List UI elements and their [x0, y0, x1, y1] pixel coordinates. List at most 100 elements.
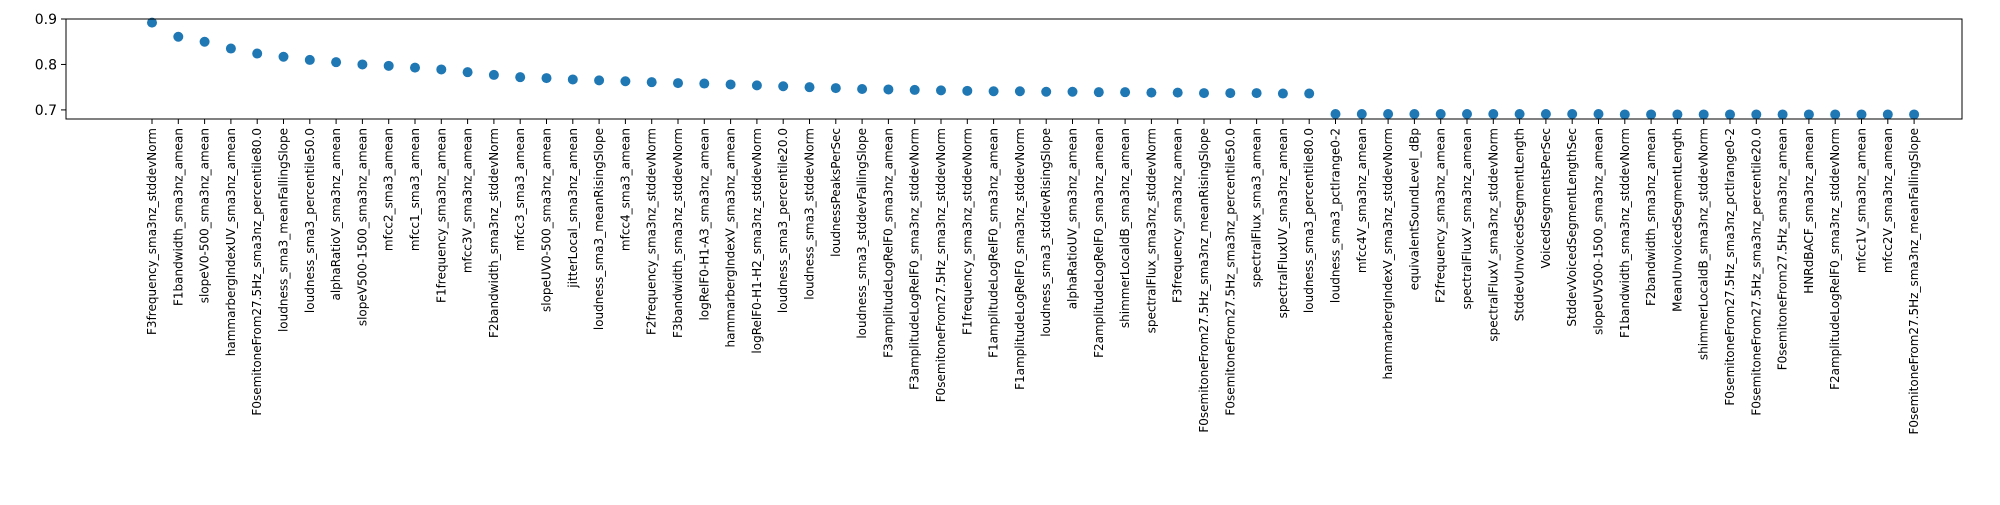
- data-point: [1619, 109, 1630, 120]
- data-point: [173, 31, 184, 42]
- data-point: [1488, 109, 1499, 119]
- data-point: [909, 84, 920, 95]
- data-point: [252, 48, 263, 59]
- y-tick-label: 0.7: [35, 103, 57, 119]
- data-point: [1120, 87, 1131, 98]
- data-point: [699, 78, 710, 89]
- data-point: [1882, 109, 1893, 120]
- data-point: [1409, 109, 1420, 119]
- data-point: [1830, 109, 1841, 120]
- data-point: [1777, 109, 1788, 120]
- data-point: [1514, 109, 1525, 119]
- x-tick-label: alphaRatioUV_sma3nz_amean: [1066, 128, 1080, 309]
- x-tick-label: F1frequency_sma3nz_stddevNorm: [960, 128, 974, 335]
- x-tick-label: mfcc3V_sma3nz_amean: [461, 128, 475, 273]
- x-tick-label: mfcc2V_sma3nz_amean: [1881, 128, 1895, 273]
- data-point: [1567, 109, 1578, 119]
- data-points: [147, 17, 1920, 120]
- x-tick-label: F0semitoneFrom27.5Hz_sma3nz_percentile20…: [1749, 128, 1763, 416]
- x-tick-label: shimmerLocaldB_sma3nz_amean: [1118, 128, 1132, 328]
- x-tick-label: F3amplitudeLogRelF0_sma3nz_amean: [881, 128, 895, 358]
- x-tick-label: StddevVoicedSegmentLengthSec: [1565, 128, 1579, 327]
- x-tick-label: loudness_sma3_percentile50.0: [303, 128, 317, 313]
- x-tick-label: spectralFluxV_sma3nz_stddevNorm: [1486, 128, 1500, 342]
- data-point: [1356, 109, 1367, 119]
- x-tick-label: F0semitoneFrom27.5Hz_sma3nz_pctlrange0-2: [1723, 128, 1737, 406]
- x-tick-label: slopeV0-500_sma3nz_amean: [198, 128, 212, 303]
- x-tick-label: loudness_sma3_meanRisingSlope: [592, 128, 606, 330]
- x-tick-label: F0semitoneFrom27.5Hz_sma3nz_stddevNorm: [934, 128, 948, 402]
- x-tick-label: mfcc4V_sma3nz_amean: [1355, 128, 1369, 273]
- data-point: [1146, 87, 1157, 98]
- x-axis: F3frequency_sma3nz_stddevNorm F1bandwidth…: [145, 119, 1921, 435]
- x-tick-label: mfcc2_sma3_amean: [382, 128, 396, 251]
- x-tick-label: F0semitoneFrom27.5Hz_sma3nz_meanRisingSl…: [1197, 128, 1211, 433]
- x-tick-label: spectralFlux_sma3_amean: [1250, 128, 1264, 287]
- x-tick-label: loudness_sma3_stddevFallingSlope: [855, 128, 869, 339]
- data-point: [1803, 109, 1814, 120]
- data-point: [462, 67, 473, 78]
- x-tick-label: F1amplitudeLogRelF0_sma3nz_amean: [987, 128, 1001, 358]
- x-tick-label: F2amplitudeLogRelF0_sma3nz_amean: [1092, 128, 1106, 358]
- data-point: [304, 54, 315, 65]
- data-point: [594, 75, 605, 86]
- x-tick-label: F2bandwidth_sma3nz_stddevNorm: [487, 128, 501, 338]
- data-point: [1199, 88, 1209, 99]
- x-tick-label: spectralFluxV_sma3nz_amean: [1460, 128, 1474, 310]
- data-point: [278, 51, 289, 62]
- data-point: [515, 72, 526, 83]
- x-tick-label: F1amplitudeLogRelF0_sma3nz_stddevNorm: [1013, 128, 1027, 390]
- x-tick-label: F0semitoneFrom27.5Hz_sma3nz_percentile80…: [250, 128, 264, 416]
- data-point: [1646, 109, 1657, 120]
- data-point: [804, 82, 815, 93]
- x-tick-label: mfcc1V_sma3nz_amean: [1855, 128, 1869, 273]
- data-point: [1462, 109, 1472, 119]
- data-point: [1383, 109, 1394, 119]
- data-point: [1593, 109, 1604, 119]
- x-tick-label: loudness_sma3_meanFallingSlope: [277, 128, 291, 332]
- x-tick-label: alphaRatioV_sma3nz_amean: [329, 128, 343, 301]
- data-point: [646, 77, 657, 88]
- data-point: [1698, 109, 1709, 120]
- data-point: [383, 60, 394, 71]
- data-point: [331, 57, 342, 68]
- x-tick-label: VoicedSegmentsPerSec: [1539, 128, 1553, 269]
- x-tick-label: shimmerLocaldB_sma3nz_stddevNorm: [1697, 128, 1711, 360]
- x-tick-label: logRelF0-H1-A3_sma3nz_amean: [697, 128, 711, 320]
- x-tick-label: F3amplitudeLogRelF0_sma3nz_stddevNorm: [908, 128, 922, 390]
- data-point: [410, 62, 420, 73]
- x-tick-label: loudness_sma3_percentile20.0: [776, 128, 790, 313]
- y-axis: 0.7 0.8 0.9: [35, 12, 66, 119]
- x-tick-label: F3frequency_sma3nz_amean: [1171, 128, 1185, 303]
- data-point: [1304, 88, 1315, 99]
- data-point: [357, 59, 368, 70]
- data-point: [567, 74, 578, 85]
- x-tick-label: F0semitoneFrom27.5Hz_sma3nz_percentile50…: [1223, 128, 1237, 416]
- data-point: [1277, 88, 1288, 99]
- x-tick-label: equivalentSoundLevel_dBp: [1407, 128, 1421, 290]
- x-tick-label: F0semitoneFrom27.5Hz_sma3nz_amean: [1776, 128, 1790, 370]
- data-point: [1093, 87, 1104, 98]
- plot-frame: [65, 18, 1963, 120]
- data-point: [1435, 109, 1446, 119]
- x-tick-label: loudness_sma3_stddevRisingSlope: [1039, 128, 1053, 337]
- data-point: [1225, 88, 1236, 99]
- data-point: [1067, 86, 1078, 97]
- x-tick-label: F3frequency_sma3nz_stddevNorm: [145, 128, 159, 335]
- data-point: [936, 85, 946, 96]
- data-point: [199, 36, 210, 47]
- x-tick-label: mfcc4_sma3_amean: [618, 128, 632, 251]
- data-point: [1725, 109, 1735, 120]
- data-point: [1172, 87, 1183, 98]
- x-tick-label: slopeUV500-1500_sma3nz_amean: [1592, 128, 1606, 335]
- x-tick-label: F2frequency_sma3nz_amean: [1434, 128, 1448, 303]
- x-tick-label: F2amplitudeLogRelF0_sma3nz_stddevNorm: [1828, 128, 1842, 390]
- data-point: [1540, 109, 1551, 119]
- x-tick-label: F1bandwidth_sma3nz_stddevNorm: [1618, 128, 1632, 338]
- x-tick-label: loudnessPeaksPerSec: [829, 128, 843, 257]
- data-point: [1856, 109, 1867, 120]
- x-tick-label: mfcc1_sma3_amean: [408, 128, 422, 251]
- x-tick-label: logRelF0-H1-H2_sma3nz_stddevNorm: [750, 128, 764, 354]
